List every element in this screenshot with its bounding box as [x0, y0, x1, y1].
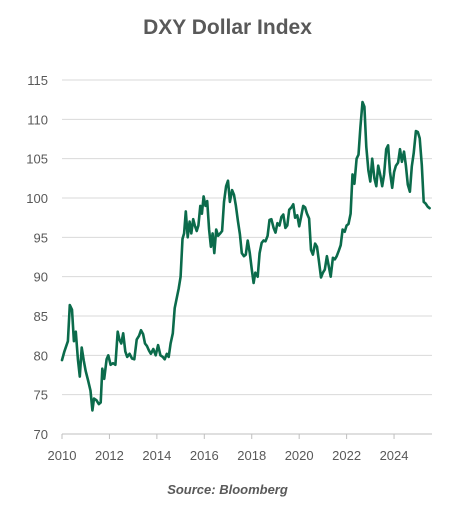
- y-tick-label-90: 90: [34, 270, 48, 285]
- x-tick-label-2012: 2012: [95, 448, 124, 463]
- y-tick-label-100: 100: [26, 191, 48, 206]
- y-tick-label-110: 110: [27, 112, 48, 127]
- x-tick-label-2020: 2020: [285, 448, 314, 463]
- x-tick-label-2024: 2024: [380, 448, 409, 463]
- dxy-series-line: [60, 100, 431, 412]
- source-note: Source: Bloomberg: [167, 482, 288, 497]
- y-tick-label-80: 80: [34, 348, 48, 363]
- chart-title: DXY Dollar Index: [143, 16, 312, 39]
- x-axis-ticks: 2010 2012 2014 2016 2018 2020 2022 2024: [48, 434, 409, 463]
- x-tick-label-2018: 2018: [237, 448, 266, 463]
- x-tick-label-2014: 2014: [142, 448, 171, 463]
- y-axis-ticks: 70 75 80 85 90 95 100 105 110 115: [26, 73, 48, 442]
- gridlines: [62, 79, 432, 396]
- x-tick-label-2022: 2022: [332, 448, 361, 463]
- y-tick-label-85: 85: [34, 309, 48, 324]
- y-tick-label-75: 75: [34, 388, 48, 403]
- x-tick-label-2016: 2016: [190, 448, 219, 463]
- y-tick-label-105: 105: [26, 152, 48, 167]
- y-tick-label-95: 95: [34, 230, 48, 245]
- y-tick-label-70: 70: [34, 427, 48, 442]
- x-tick-label-2010: 2010: [48, 448, 77, 463]
- y-tick-label-115: 115: [27, 73, 48, 88]
